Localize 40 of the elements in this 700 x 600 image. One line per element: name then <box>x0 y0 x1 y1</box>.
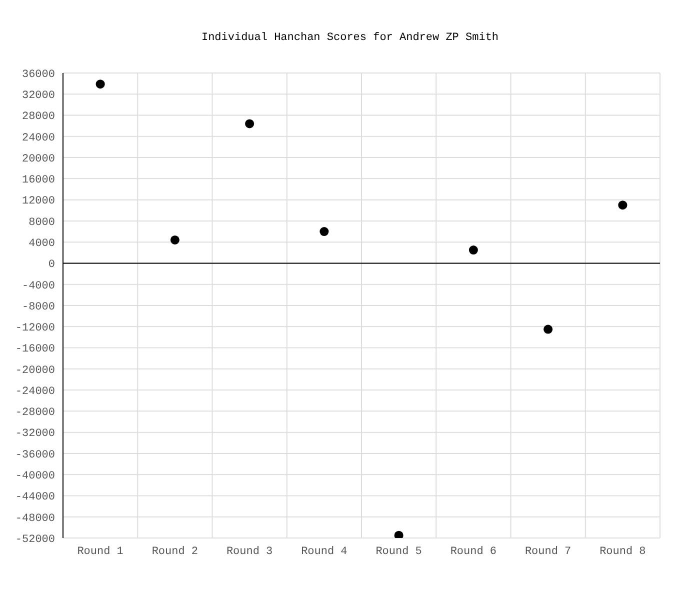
y-tick-label: -4000 <box>22 280 55 292</box>
y-tick-label: 0 <box>48 259 55 272</box>
y-tick-label: -40000 <box>15 470 55 482</box>
y-tick-label: -16000 <box>15 344 55 356</box>
x-tick-label: Round 1 <box>77 546 124 558</box>
y-tick-label: 16000 <box>22 174 55 187</box>
y-tick-label: 4000 <box>28 238 55 250</box>
y-tick-label: 28000 <box>22 111 55 124</box>
y-tick-label: -32000 <box>15 428 55 440</box>
y-tick-label: 20000 <box>22 153 55 166</box>
y-tick-label: 32000 <box>22 90 55 102</box>
point <box>245 119 254 128</box>
point <box>544 324 553 334</box>
point <box>618 200 628 210</box>
point <box>394 530 404 538</box>
y-tick-label: 24000 <box>22 132 55 144</box>
y-tick-label: -24000 <box>15 386 55 398</box>
point <box>468 246 478 255</box>
x-tick-label: Round 8 <box>600 546 646 558</box>
y-tick-label: -20000 <box>15 364 55 377</box>
y-tick-label: -36000 <box>15 449 55 462</box>
point <box>320 227 329 236</box>
x-tick-label: Round 3 <box>226 546 273 558</box>
point <box>170 235 180 244</box>
x-tick-label: Round 6 <box>450 546 497 558</box>
x-tick-label: Round 4 <box>301 546 348 558</box>
y-tick-label: 8000 <box>28 216 55 229</box>
y-tick-label: -48000 <box>15 512 55 525</box>
point <box>96 80 105 89</box>
y-tick-label: -12000 <box>15 322 55 335</box>
x-tick-label: Round 7 <box>524 546 572 558</box>
y-tick-label: -52000 <box>15 534 55 546</box>
chart-title: Individual Hanchan Scores for Andrew ZP Smith <box>200 32 500 44</box>
y-tick-label: -28000 <box>15 407 55 420</box>
y-tick-label: -44000 <box>15 492 55 504</box>
y-tick-label: 12000 <box>22 196 55 208</box>
y-tick-label: 36000 <box>22 68 55 81</box>
y-tick-label: -8000 <box>22 301 55 314</box>
x-tick-label: Round 5 <box>376 546 422 558</box>
x-tick-label: Round 2 <box>152 546 198 558</box>
